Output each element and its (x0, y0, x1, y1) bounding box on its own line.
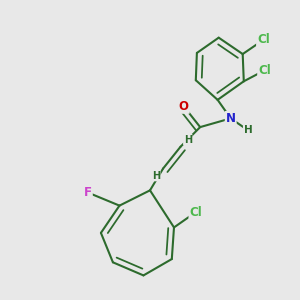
Text: H: H (244, 125, 253, 135)
Text: H: H (184, 134, 192, 145)
Text: Cl: Cl (258, 64, 271, 77)
Text: F: F (84, 186, 92, 199)
Text: Cl: Cl (189, 206, 202, 219)
Text: H: H (152, 171, 160, 181)
Text: Cl: Cl (257, 33, 270, 46)
Text: O: O (179, 100, 189, 113)
Text: N: N (226, 112, 236, 125)
